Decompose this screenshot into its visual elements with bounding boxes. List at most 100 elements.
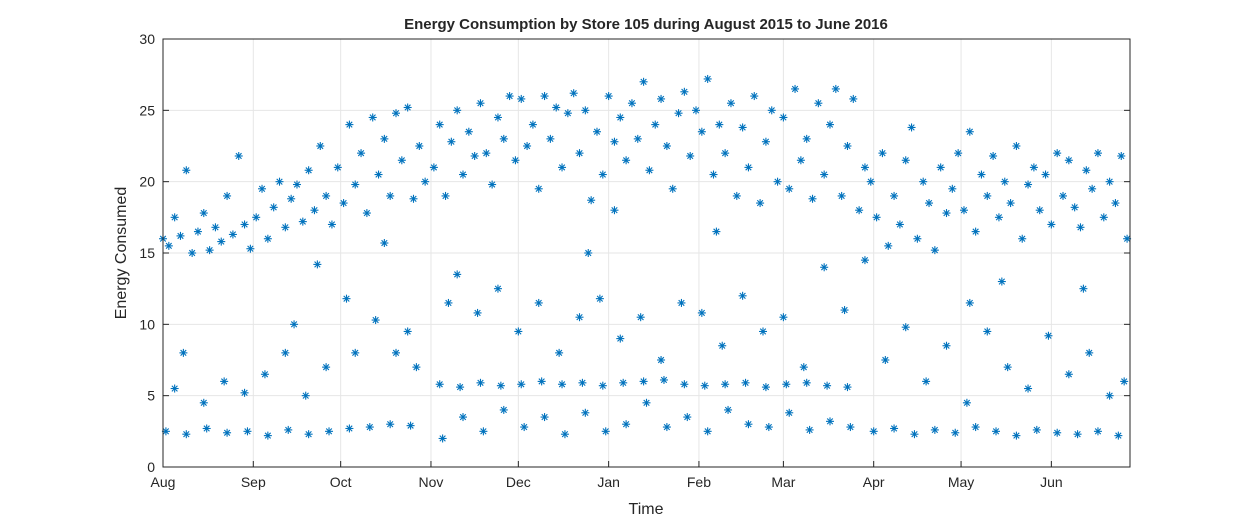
data-point (316, 142, 325, 150)
data-point (552, 103, 561, 112)
data-point (878, 149, 887, 158)
data-point (668, 184, 677, 193)
data-point (860, 256, 869, 265)
data-point (1024, 384, 1033, 393)
data-point (1088, 184, 1097, 193)
data-point (342, 294, 351, 303)
data-point (412, 363, 421, 372)
data-point (263, 234, 272, 243)
data-point (520, 423, 529, 432)
data-point (170, 384, 179, 393)
data-point (840, 306, 849, 315)
data-point (234, 151, 243, 160)
data-point (1082, 166, 1091, 175)
y-tick-label: 5 (147, 388, 155, 404)
data-point (322, 191, 331, 200)
data-point (622, 420, 631, 429)
data-point (703, 74, 712, 83)
data-point (584, 249, 593, 257)
data-point (965, 298, 974, 307)
data-point (831, 84, 840, 93)
data-point (170, 213, 179, 222)
x-tick-label: Oct (330, 474, 352, 490)
data-point (164, 241, 173, 250)
data-point (403, 327, 412, 336)
data-point (837, 191, 846, 200)
data-point (476, 99, 485, 108)
data-point (258, 184, 267, 193)
data-point (220, 377, 229, 386)
data-point (825, 120, 834, 129)
data-point (645, 166, 654, 175)
data-point (182, 166, 191, 175)
data-point (1105, 391, 1114, 400)
data-point (351, 348, 360, 357)
data-point (304, 166, 313, 175)
data-point (456, 383, 465, 392)
data-point (459, 170, 468, 179)
x-tick-label: May (948, 474, 974, 490)
data-point (292, 180, 301, 189)
data-point (604, 92, 613, 101)
x-axis-label: Time (629, 501, 664, 518)
data-point (619, 378, 628, 387)
data-point (351, 180, 360, 189)
data-point (1079, 284, 1088, 293)
data-point (1076, 223, 1085, 232)
data-point (435, 380, 444, 389)
data-point (281, 223, 290, 232)
data-point (223, 191, 232, 200)
data-point (948, 184, 957, 193)
data-point (741, 378, 750, 387)
data-point (849, 94, 858, 103)
data-point (287, 194, 296, 203)
data-point (846, 423, 855, 432)
data-point (942, 209, 951, 218)
data-point (959, 206, 968, 215)
data-point (176, 231, 185, 240)
data-point (881, 356, 890, 364)
data-point (223, 428, 232, 437)
x-tick-label: Feb (687, 474, 711, 490)
x-tick-label: Apr (863, 474, 885, 490)
data-point (499, 405, 508, 414)
axis-ticks: Aug Sep Oct Nov Dec Jan Feb Mar Apr May Jun 0 5 10 15 2… (139, 31, 1130, 490)
data-point (558, 380, 567, 389)
data-point (540, 413, 549, 422)
data-point (1105, 177, 1114, 186)
data-point (764, 423, 773, 432)
data-point (406, 421, 415, 430)
data-point (386, 191, 395, 200)
data-point (362, 209, 371, 218)
data-point (453, 270, 462, 279)
data-point (380, 239, 389, 248)
x-tick-label: Jan (597, 474, 620, 490)
data-point (357, 149, 366, 158)
data-point (700, 381, 709, 390)
data-point (919, 177, 928, 186)
data-point (674, 109, 683, 118)
data-point (820, 263, 829, 272)
data-point (598, 381, 607, 390)
data-point (680, 380, 689, 389)
data-point (890, 191, 899, 200)
data-point (1035, 206, 1044, 215)
data-point (820, 170, 829, 179)
data-point (922, 377, 931, 386)
data-point (322, 363, 331, 372)
data-point (505, 92, 514, 101)
data-point (1117, 151, 1126, 160)
data-point (1053, 428, 1062, 437)
data-point (339, 199, 348, 208)
data-point (1114, 431, 1123, 440)
data-point (479, 427, 488, 436)
data-point (435, 120, 444, 129)
data-point (598, 170, 607, 179)
data-point (785, 408, 794, 417)
data-point (610, 206, 619, 215)
data-point (275, 177, 284, 186)
data-point (805, 425, 814, 434)
data-point (1093, 149, 1102, 158)
data-point (1000, 177, 1009, 186)
data-point (633, 134, 642, 143)
